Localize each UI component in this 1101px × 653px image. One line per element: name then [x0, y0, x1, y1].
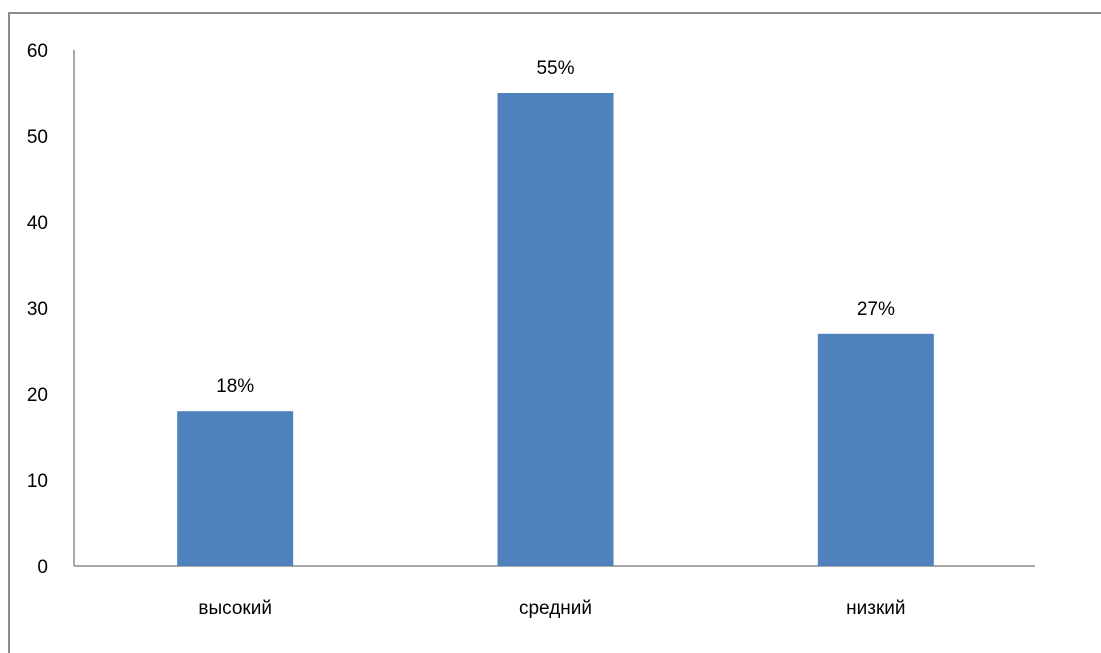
y-tick-label: 40: [27, 213, 48, 234]
bar-3: [817, 333, 934, 566]
y-tick-label: 0: [37, 557, 48, 578]
y-tick-label: 20: [27, 385, 48, 406]
category-label-3: низкий: [846, 598, 905, 619]
y-tick-label: 10: [27, 471, 48, 492]
y-tick-label: 60: [27, 41, 48, 62]
y-axis-ticks: 0 10 20 30 40 50 60: [27, 41, 48, 578]
chart-frame: [8, 12, 1101, 653]
data-labels: 18% 55% 27%: [216, 58, 895, 397]
category-label-2: средний: [519, 598, 592, 619]
category-label-1: высокий: [198, 598, 272, 619]
category-labels: высокий средний низкий: [198, 598, 905, 619]
bar-2: [497, 93, 614, 566]
bar-1: [177, 411, 294, 566]
data-label-3: 27%: [857, 299, 895, 320]
data-label-2: 55%: [536, 58, 574, 79]
y-tick-label: 50: [27, 127, 48, 148]
y-tick-label: 30: [27, 299, 48, 320]
bars: [177, 93, 934, 566]
data-label-1: 18%: [216, 376, 254, 397]
